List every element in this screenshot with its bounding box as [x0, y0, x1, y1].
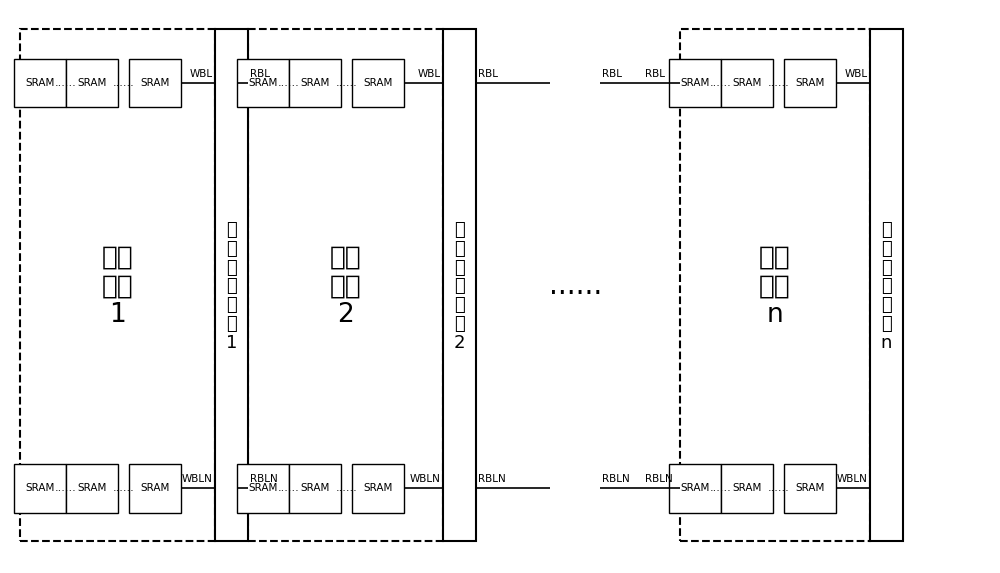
Text: ......: ......: [549, 273, 603, 300]
Text: SRAM: SRAM: [795, 483, 825, 493]
Text: SRAM: SRAM: [795, 78, 825, 88]
Bar: [248, 29, 443, 541]
Text: 数
据
中
继
模
块
2: 数 据 中 继 模 块 2: [454, 221, 465, 352]
Bar: [215, 29, 248, 541]
Text: WBLN: WBLN: [182, 474, 213, 484]
Text: ......: ......: [55, 483, 77, 493]
Bar: [870, 29, 903, 541]
Bar: [129, 464, 181, 513]
Bar: [784, 59, 836, 108]
Bar: [721, 59, 773, 108]
Bar: [352, 59, 404, 108]
Bar: [352, 464, 404, 513]
Text: WBLN: WBLN: [410, 474, 441, 484]
Text: WBL: WBL: [190, 69, 213, 79]
Text: RBL: RBL: [645, 69, 665, 79]
Text: SRAM: SRAM: [248, 483, 278, 493]
Bar: [669, 464, 721, 513]
Text: 数
据
中
继
模
块
n: 数 据 中 继 模 块 n: [881, 221, 892, 352]
Text: 存储
阵列
n: 存储 阵列 n: [759, 245, 791, 328]
Text: RBL: RBL: [250, 69, 270, 79]
Bar: [443, 29, 476, 541]
Text: SRAM: SRAM: [680, 78, 710, 88]
Bar: [66, 59, 118, 108]
Text: ......: ......: [278, 78, 300, 88]
Bar: [784, 464, 836, 513]
Bar: [289, 464, 341, 513]
Text: ......: ......: [113, 78, 134, 88]
Bar: [669, 59, 721, 108]
Text: SRAM: SRAM: [300, 483, 330, 493]
Text: SRAM: SRAM: [140, 78, 170, 88]
Text: SRAM: SRAM: [25, 483, 55, 493]
Text: ......: ......: [113, 483, 134, 493]
Bar: [20, 29, 215, 541]
Text: SRAM: SRAM: [732, 78, 762, 88]
Text: ......: ......: [55, 78, 77, 88]
Text: 数
据
中
继
模
块
1: 数 据 中 继 模 块 1: [226, 221, 237, 352]
Text: RBLN: RBLN: [250, 474, 278, 484]
Text: ......: ......: [710, 483, 732, 493]
Text: SRAM: SRAM: [140, 483, 170, 493]
Text: 存储
阵列
1: 存储 阵列 1: [102, 245, 133, 328]
Text: SRAM: SRAM: [363, 483, 393, 493]
Bar: [680, 29, 870, 541]
Bar: [14, 464, 66, 513]
Text: SRAM: SRAM: [680, 483, 710, 493]
Text: ......: ......: [710, 78, 732, 88]
Text: WBL: WBL: [418, 69, 441, 79]
Bar: [237, 59, 289, 108]
Text: SRAM: SRAM: [77, 483, 107, 493]
Text: ......: ......: [278, 483, 300, 493]
Text: SRAM: SRAM: [77, 78, 107, 88]
Text: ......: ......: [768, 483, 789, 493]
Text: RBL: RBL: [602, 69, 622, 79]
Text: SRAM: SRAM: [248, 78, 278, 88]
Text: SRAM: SRAM: [300, 78, 330, 88]
Text: WBL: WBL: [845, 69, 868, 79]
Bar: [721, 464, 773, 513]
Bar: [14, 59, 66, 108]
Text: SRAM: SRAM: [363, 78, 393, 88]
Text: SRAM: SRAM: [732, 483, 762, 493]
Text: SRAM: SRAM: [25, 78, 55, 88]
Bar: [129, 59, 181, 108]
Bar: [237, 464, 289, 513]
Text: ......: ......: [336, 78, 357, 88]
Bar: [66, 464, 118, 513]
Text: WBLN: WBLN: [837, 474, 868, 484]
Text: ......: ......: [768, 78, 789, 88]
Text: RBLN: RBLN: [602, 474, 630, 484]
Text: RBLN: RBLN: [478, 474, 506, 484]
Text: 存储
阵列
2: 存储 阵列 2: [330, 245, 361, 328]
Bar: [289, 59, 341, 108]
Text: RBLN: RBLN: [645, 474, 673, 484]
Text: ......: ......: [336, 483, 357, 493]
Text: RBL: RBL: [478, 69, 498, 79]
